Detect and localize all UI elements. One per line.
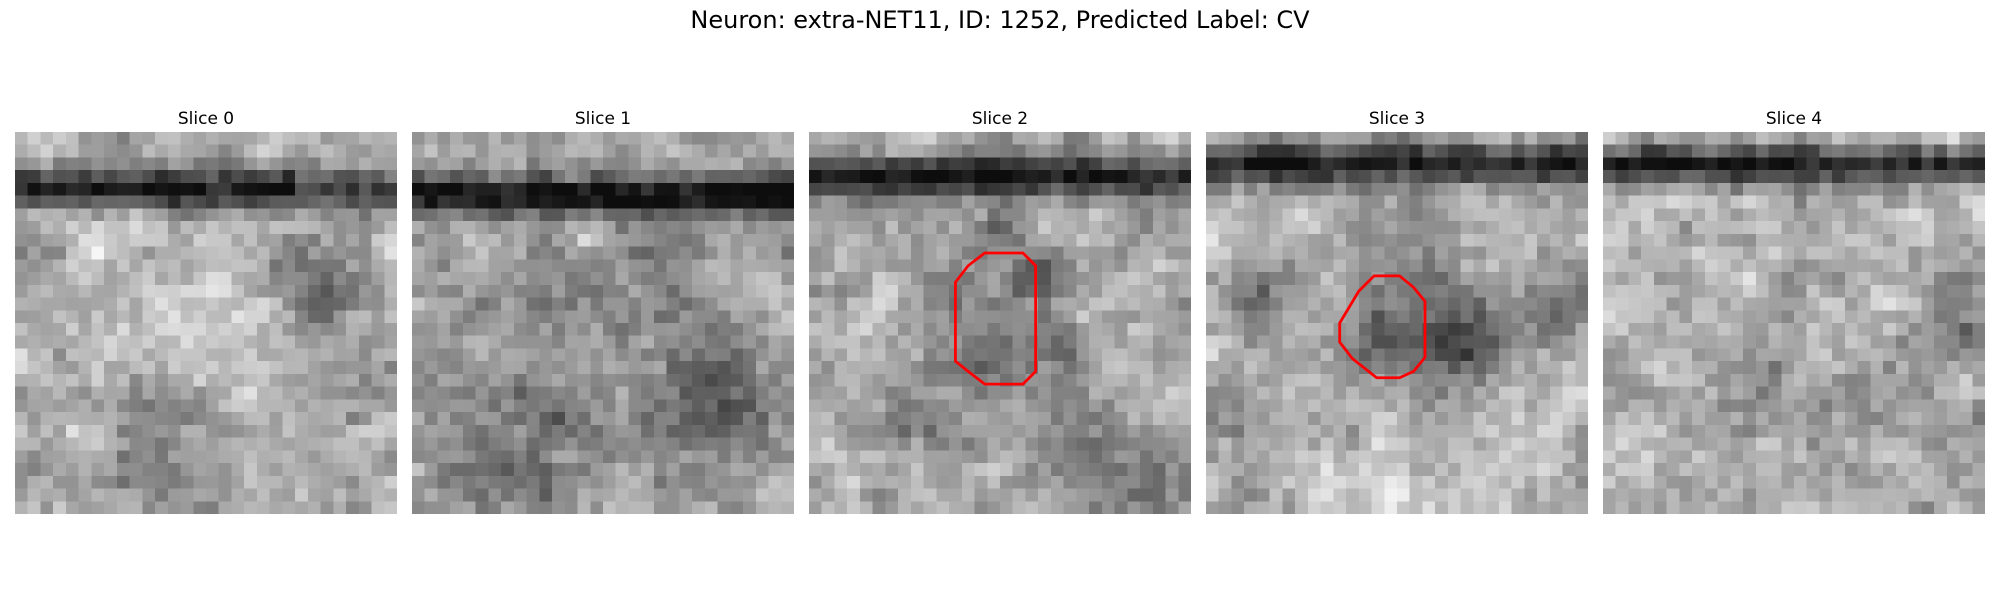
slice-panel-1: Slice 1 — [412, 106, 794, 514]
slice-panel-3: Slice 3 — [1206, 106, 1588, 514]
slice-panel-0: Slice 0 — [15, 106, 397, 514]
slice-title: Slice 1 — [574, 109, 632, 129]
segmentation-contour — [954, 251, 1038, 386]
figure-title: Neuron: extra-NET11, ID: 1252, Predicted… — [690, 6, 1310, 34]
slice-title: Slice 2 — [971, 109, 1029, 129]
slice-title: Slice 0 — [177, 109, 235, 129]
segmentation-contour — [1338, 274, 1427, 380]
slice-title: Slice 4 — [1765, 109, 1823, 129]
slice-title: Slice 3 — [1368, 109, 1426, 129]
slice-image-3 — [1206, 132, 1588, 514]
slice-panel-4: Slice 4 — [1603, 106, 1985, 514]
slice-image-2 — [809, 132, 1191, 514]
slice-image-1 — [412, 132, 794, 514]
slice-panel-2: Slice 2 — [809, 106, 1191, 514]
slice-image-0 — [15, 132, 397, 514]
slice-image-4 — [1603, 132, 1985, 514]
